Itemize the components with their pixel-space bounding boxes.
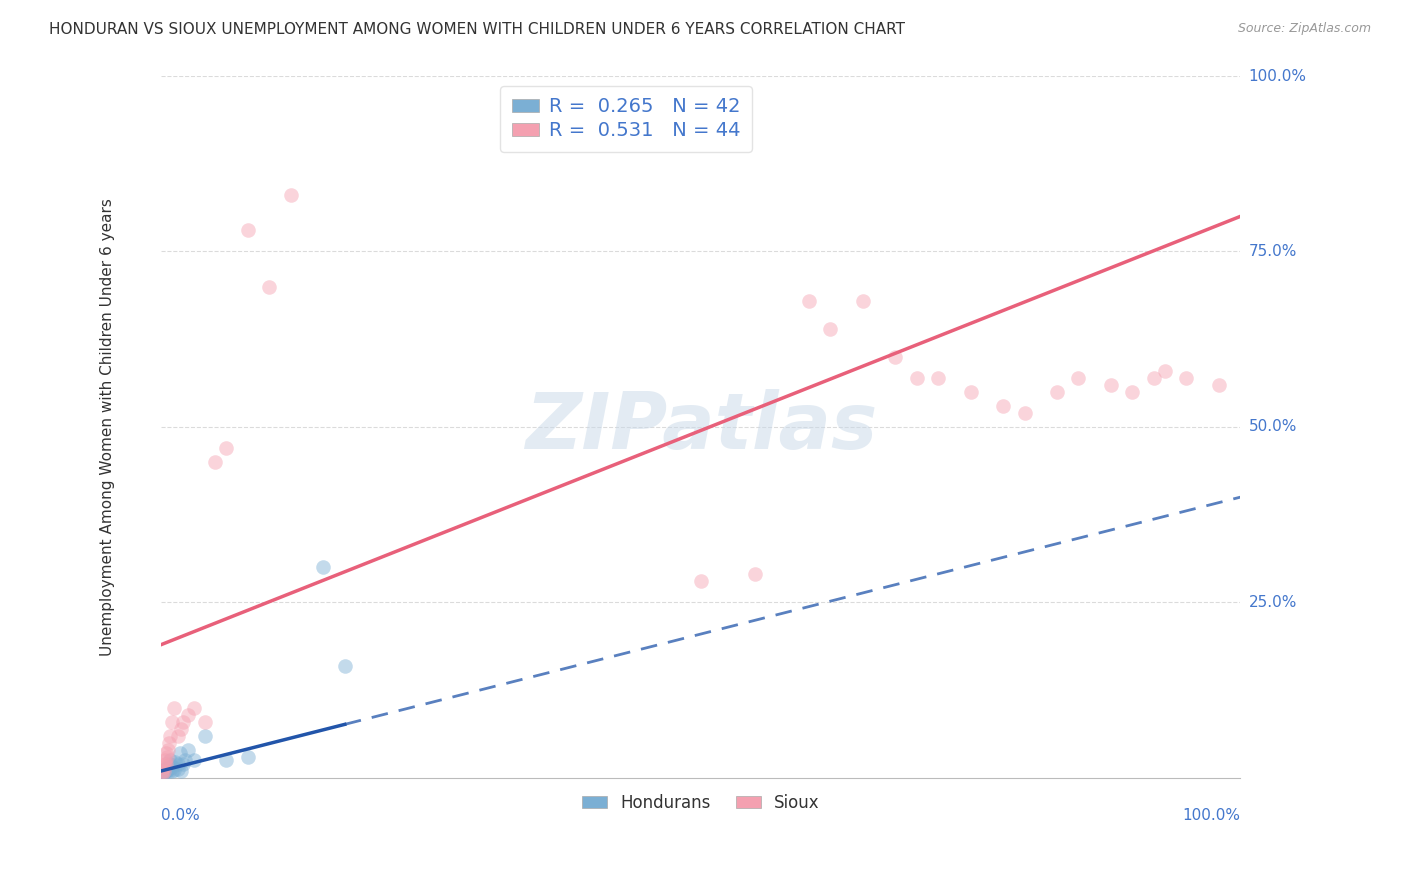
Point — [1208, 377, 1230, 392]
Point — [689, 574, 711, 589]
Point — [172, 714, 194, 729]
Point — [1046, 384, 1069, 399]
Point — [852, 293, 875, 308]
Point — [152, 760, 174, 774]
Point — [160, 714, 183, 729]
Point — [193, 714, 215, 729]
Point — [155, 763, 177, 777]
Point — [797, 293, 820, 308]
Point — [156, 743, 179, 757]
Point — [744, 567, 766, 582]
Point — [156, 763, 179, 777]
Point — [152, 765, 174, 780]
Point — [236, 750, 259, 764]
Point — [1014, 406, 1036, 420]
Point — [177, 707, 200, 722]
Point — [1099, 377, 1122, 392]
Point — [1175, 371, 1198, 385]
Point — [163, 700, 186, 714]
Point — [170, 764, 193, 778]
Point — [153, 764, 176, 778]
Point — [152, 764, 174, 778]
Point — [157, 764, 180, 778]
Point — [152, 764, 174, 779]
Point — [153, 756, 176, 771]
Point — [257, 279, 280, 293]
Point — [166, 762, 188, 776]
Point — [153, 753, 176, 767]
Text: ZIPatlas: ZIPatlas — [524, 389, 877, 465]
Point — [159, 753, 181, 767]
Point — [160, 764, 183, 778]
Point — [153, 763, 176, 777]
Point — [152, 766, 174, 780]
Point — [193, 729, 215, 743]
Point — [166, 729, 188, 743]
Point — [160, 758, 183, 772]
Point — [163, 763, 186, 777]
Point — [152, 764, 174, 778]
Point — [155, 761, 177, 775]
Point — [159, 729, 181, 743]
Point — [152, 767, 174, 781]
Point — [215, 753, 238, 767]
Point — [174, 753, 197, 767]
Point — [155, 762, 177, 776]
Point — [152, 764, 174, 778]
Point — [155, 747, 177, 761]
Point — [152, 764, 174, 778]
Point — [165, 756, 187, 770]
Point — [927, 371, 949, 385]
Text: 25.0%: 25.0% — [1249, 595, 1296, 610]
Point — [153, 764, 176, 778]
Point — [236, 223, 259, 237]
Point — [152, 764, 174, 778]
Point — [152, 767, 174, 781]
Point — [204, 455, 226, 469]
Point — [155, 756, 177, 771]
Point — [1153, 364, 1175, 378]
Point — [156, 764, 179, 778]
Text: 75.0%: 75.0% — [1249, 244, 1296, 259]
Point — [183, 753, 205, 767]
Point — [177, 743, 200, 757]
Point — [160, 760, 183, 774]
Point — [884, 350, 907, 364]
Legend: Hondurans, Sioux: Hondurans, Sioux — [575, 788, 827, 819]
Text: HONDURAN VS SIOUX UNEMPLOYMENT AMONG WOMEN WITH CHILDREN UNDER 6 YEARS CORRELATI: HONDURAN VS SIOUX UNEMPLOYMENT AMONG WOM… — [49, 22, 905, 37]
Point — [152, 767, 174, 781]
Point — [152, 767, 174, 781]
Text: 100.0%: 100.0% — [1182, 808, 1240, 823]
Text: Source: ZipAtlas.com: Source: ZipAtlas.com — [1237, 22, 1371, 36]
Point — [159, 756, 181, 771]
Point — [156, 762, 179, 776]
Point — [1067, 371, 1090, 385]
Point — [183, 700, 205, 714]
Point — [152, 764, 174, 778]
Text: 100.0%: 100.0% — [1249, 69, 1306, 84]
Point — [152, 766, 174, 780]
Point — [215, 441, 238, 455]
Text: 0.0%: 0.0% — [162, 808, 200, 823]
Point — [152, 765, 174, 780]
Text: 50.0%: 50.0% — [1249, 419, 1296, 434]
Point — [991, 399, 1014, 413]
Point — [157, 736, 180, 750]
Point — [333, 658, 356, 673]
Point — [1143, 371, 1166, 385]
Point — [1121, 384, 1143, 399]
Point — [166, 756, 188, 771]
Point — [170, 722, 193, 736]
Text: Unemployment Among Women with Children Under 6 years: Unemployment Among Women with Children U… — [100, 198, 115, 656]
Point — [172, 756, 194, 771]
Point — [820, 322, 842, 336]
Point — [280, 188, 302, 202]
Point — [959, 384, 981, 399]
Point — [169, 747, 191, 761]
Point — [156, 750, 179, 764]
Point — [312, 560, 335, 574]
Point — [905, 371, 928, 385]
